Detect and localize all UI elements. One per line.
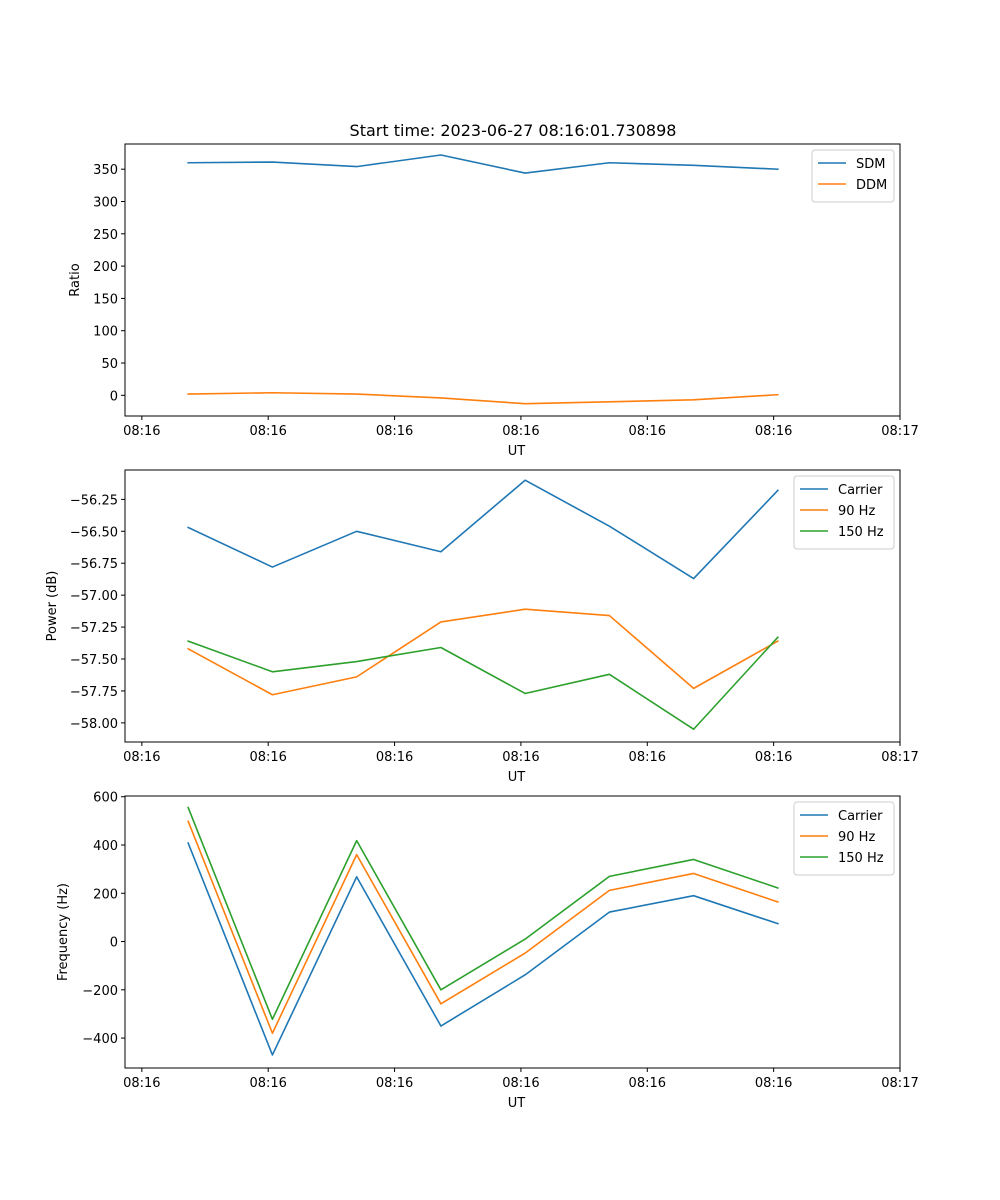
y-tick-label: 100	[93, 325, 118, 340]
x-tick-label: 08:16	[123, 424, 160, 439]
x-tick-label: 08:17	[881, 750, 918, 765]
x-tick-label: 08:16	[123, 750, 160, 765]
x-tick-label: 08:16	[629, 424, 666, 439]
series-line-90-hz	[187, 608, 779, 696]
y-tick-label: −200	[82, 984, 118, 999]
legend-entry-label: Carrier	[838, 483, 883, 498]
series-line-sdm	[187, 154, 779, 174]
x-axis-label: UT	[508, 1096, 526, 1111]
chart-panels: 08:16 08:16 08:16 08:16 08:16 08:16 08:17 0 50 10…	[45, 143, 919, 1111]
x-tick-label: 08:16	[502, 1076, 539, 1091]
series-line-150-hz	[187, 806, 779, 1021]
x-tick-label: 08:16	[629, 1076, 666, 1091]
x-tick-label: 08:16	[123, 1076, 160, 1091]
y-tick-label: −57.75	[70, 685, 118, 700]
chart-panel-1: 08:16 08:16 08:16 08:16 08:16 08:16 08:17 0 50 10…	[68, 143, 919, 459]
y-axis-label: Frequency (Hz)	[56, 883, 71, 981]
x-tick-label: 08:16	[376, 424, 413, 439]
x-axis-label: UT	[508, 770, 526, 785]
figure-title: Start time: 2023-06-27 08:16:01.730898	[350, 121, 677, 140]
y-tick-label: −56.75	[70, 557, 118, 572]
y-tick-label: −400	[82, 1032, 118, 1047]
series-line-150-hz	[187, 636, 779, 731]
x-tick-label: 08:16	[249, 424, 286, 439]
x-tick-label: 08:17	[881, 1076, 918, 1091]
y-tick-label: 200	[93, 887, 118, 902]
x-tick-label: 08:16	[502, 424, 539, 439]
legend-entry-label: DDM	[856, 178, 887, 193]
y-tick-label: 0	[110, 936, 118, 951]
x-tick-label: 08:16	[249, 750, 286, 765]
legend-entry-label: Carrier	[838, 809, 883, 824]
x-tick-label: 08:16	[376, 750, 413, 765]
x-tick-label: 08:16	[376, 1076, 413, 1091]
plot-area-frame	[124, 795, 901, 1069]
y-tick-label: −57.00	[70, 589, 118, 604]
legend-entry-label: 150 Hz	[838, 525, 884, 540]
y-axis-label: Power (dB)	[45, 571, 60, 642]
x-tick-label: 08:16	[755, 1076, 792, 1091]
x-tick-label: 08:16	[249, 1076, 286, 1091]
y-tick-label: 150	[93, 292, 118, 307]
legend-entry-label: 90 Hz	[838, 504, 875, 519]
y-tick-label: −57.25	[70, 621, 118, 636]
legend: SDM DDM	[811, 149, 895, 203]
y-tick-label: 200	[93, 260, 118, 275]
y-tick-label: −56.50	[70, 525, 118, 540]
legend-entry-label: 90 Hz	[838, 830, 875, 845]
y-tick-label: 0	[110, 389, 118, 404]
x-tick-label: 08:16	[629, 750, 666, 765]
legend: Carrier 90 Hz 150 Hz	[793, 801, 895, 876]
y-tick-label: 300	[93, 196, 118, 211]
y-tick-label: 400	[93, 839, 118, 854]
chart-panel-2: 08:16 08:16 08:16 08:16 08:16 08:16 08:17 −58.0…	[45, 469, 919, 785]
series-line-carrier	[187, 842, 779, 1056]
legend-entry-label: 150 Hz	[838, 851, 884, 866]
y-tick-label: 50	[101, 357, 118, 372]
series-line-ddm	[187, 391, 779, 405]
chart-panel-3: 08:16 08:16 08:16 08:16 08:16 08:16 08:17 −400 −…	[56, 791, 919, 1111]
y-tick-label: −56.25	[70, 493, 118, 508]
plot-area-frame	[124, 143, 901, 417]
y-tick-label: −57.50	[70, 653, 118, 668]
x-tick-label: 08:16	[755, 424, 792, 439]
y-tick-label: 250	[93, 228, 118, 243]
x-axis-label: UT	[508, 444, 526, 459]
x-tick-label: 08:17	[881, 424, 918, 439]
plot-area-frame	[124, 469, 901, 743]
series-line-carrier	[187, 479, 779, 580]
y-tick-label: 350	[93, 163, 118, 178]
x-tick-label: 08:16	[755, 750, 792, 765]
x-tick-label: 08:16	[502, 750, 539, 765]
series-line-90-hz	[187, 820, 779, 1035]
legend: Carrier 90 Hz 150 Hz	[793, 475, 895, 550]
legend-entry-label: SDM	[856, 157, 885, 172]
y-tick-label: 600	[93, 791, 118, 806]
y-tick-label: −58.00	[70, 717, 118, 732]
y-axis-label: Ratio	[68, 263, 83, 296]
